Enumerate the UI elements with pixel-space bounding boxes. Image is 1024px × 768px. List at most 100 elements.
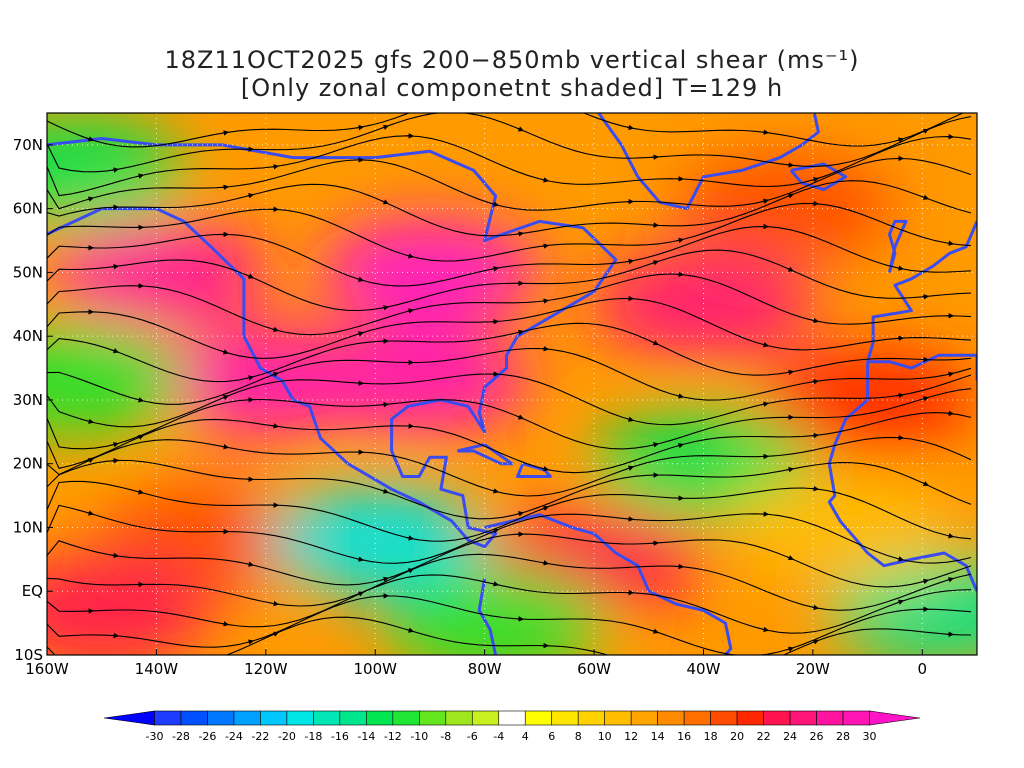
streamline-arrow — [111, 632, 120, 639]
streamline-arrow — [541, 243, 550, 249]
colorbar-swatch — [710, 710, 738, 726]
colorbar-swatch — [366, 710, 394, 726]
streamline — [47, 113, 965, 148]
coastline — [789, 162, 848, 191]
streamline — [47, 388, 972, 450]
streamline-arrow — [86, 418, 95, 424]
shear-cell — [47, 325, 185, 436]
streamline-arrow — [381, 488, 390, 494]
colorbar-label: -18 — [304, 730, 322, 743]
streamline-arrow — [786, 555, 795, 561]
streamline-arrow — [516, 414, 525, 420]
colorbar-swatch — [207, 710, 235, 726]
colorbar-swatch — [630, 710, 658, 726]
streamline-arrow — [111, 348, 120, 354]
streamline-arrow — [626, 124, 635, 131]
streamline-arrow — [381, 576, 390, 583]
x-tick-label: 120W — [244, 660, 288, 678]
streamline-arrow — [406, 535, 415, 541]
streamline-arrow — [921, 294, 930, 300]
streamline-arrow — [896, 392, 905, 399]
streamline-arrow — [651, 442, 660, 448]
streamline-arrow — [811, 378, 820, 385]
streamline-arrow — [86, 510, 95, 516]
streamline-arrow — [541, 505, 550, 511]
streamline-arrow — [516, 126, 525, 132]
shear-cell — [47, 217, 267, 328]
streamline-arrow — [896, 599, 905, 605]
streamline-arrow — [626, 416, 635, 422]
colorbar-swatch — [180, 710, 208, 726]
streamline-arrow — [246, 561, 255, 567]
streamline-arrow — [356, 124, 365, 131]
chart-subtitle: [Only zonal componetnt shaded] T=129 h — [240, 74, 784, 102]
streamline-arrow — [761, 129, 770, 135]
streamline-arrow — [946, 577, 955, 583]
colorbar-label: 28 — [836, 730, 850, 743]
shear-cell — [730, 472, 951, 583]
streamline-arrow — [921, 480, 930, 487]
streamline-arrow — [541, 177, 550, 183]
colorbar-swatch — [233, 710, 261, 726]
streamline-arrow — [516, 511, 525, 517]
y-tick-label: EQ — [22, 582, 43, 600]
colorbar-label: 20 — [730, 730, 744, 743]
streamline-arrow — [356, 331, 365, 337]
streamline-arrow — [381, 124, 390, 130]
colorbar-label: -4 — [493, 730, 504, 743]
x-tick-label: 140W — [135, 660, 179, 678]
streamline-arrow — [761, 626, 770, 633]
streamline-arrow — [136, 173, 145, 179]
streamline-arrow — [651, 628, 660, 634]
coastline — [484, 513, 733, 655]
colorbar-swatch — [471, 710, 500, 726]
colorbar-label: -30 — [145, 730, 163, 743]
colorbar-swatch — [577, 710, 605, 726]
streamline-arrow — [921, 128, 930, 134]
streamline-arrow — [246, 192, 255, 199]
streamline-arrow — [356, 591, 365, 597]
streamline-arrow — [786, 646, 795, 652]
colorbar-label: -14 — [357, 730, 375, 743]
streamline — [47, 157, 972, 211]
shear-cell — [309, 325, 529, 436]
streamline-arrow — [541, 345, 550, 352]
streamline-arrow — [811, 177, 820, 183]
streamline-arrow — [491, 201, 500, 207]
colorbar-swatch — [286, 710, 314, 726]
streamline-arrow — [811, 639, 820, 645]
x-tick-label: 0 — [918, 660, 928, 678]
streamline-arrow — [221, 621, 230, 627]
colorbar-swatch — [260, 710, 288, 726]
x-tick-label: 100W — [354, 660, 398, 678]
streamline-arrow — [491, 581, 500, 587]
streamline-arrow — [786, 369, 795, 376]
streamline-arrow — [86, 136, 95, 142]
y-tick-label: 60N — [13, 200, 43, 218]
shear-cell — [265, 485, 486, 596]
colorbar-label: 22 — [757, 730, 771, 743]
colorbar-swatch — [657, 710, 685, 726]
streamline — [47, 113, 972, 173]
colorbar-swatch — [103, 710, 155, 726]
streamline-arrow — [221, 130, 230, 136]
colorbar-label: 6 — [548, 730, 555, 743]
colorbar-label: -26 — [198, 730, 216, 743]
streamline-arrow — [111, 263, 120, 270]
streamline-arrow — [381, 199, 390, 205]
streamline-arrow — [761, 342, 770, 348]
streamline-arrow — [811, 604, 820, 611]
streamline-arrow — [86, 458, 94, 464]
colorbar-label: 16 — [677, 730, 691, 743]
streamline-arrow — [761, 198, 770, 204]
streamline — [47, 249, 972, 312]
streamline-arrow — [786, 162, 795, 168]
plot-area — [47, 113, 977, 655]
colorbar-swatch — [419, 710, 447, 726]
streamline-arrow — [221, 349, 230, 355]
streamline-arrow — [651, 340, 659, 346]
colorbar: -30 -28 -26 -24 -22 -20 -18 -16 -14 -12 -10 -8 -6 -4 4… — [103, 710, 921, 743]
streamline-arrow — [356, 276, 365, 282]
streamline-arrow — [271, 164, 280, 170]
